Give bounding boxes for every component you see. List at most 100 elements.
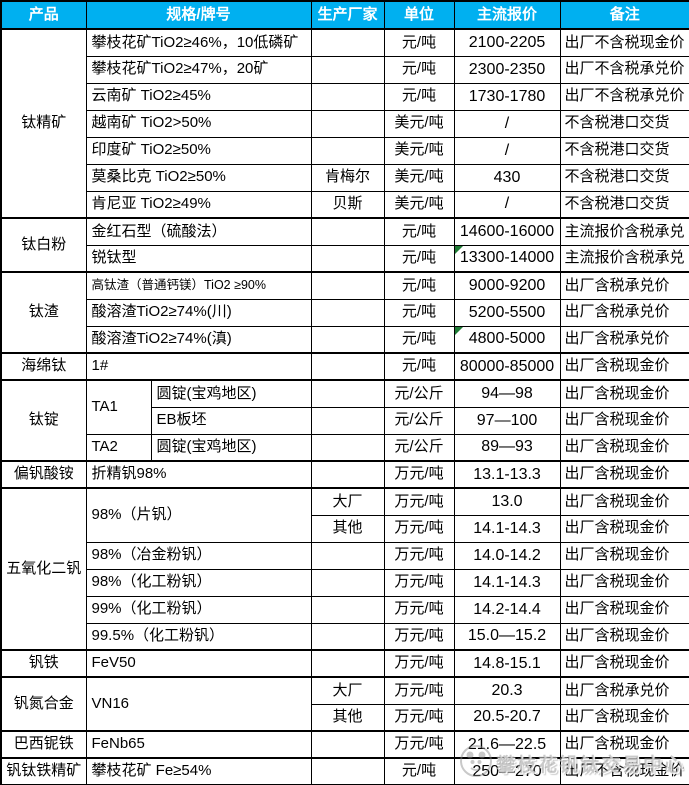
cell-manufacturer [310, 379, 385, 408]
table-row: 攀枝花矿TiO2≥47%，20矿 元/吨 2300-2350 出厂不含税承兑价 [1, 55, 689, 84]
cell-product: 偏钒酸铵 [0, 460, 87, 489]
cell-note: 出厂含税现金价 [559, 406, 689, 435]
cell-product: 钒铁 [0, 649, 87, 678]
cell-price: 2100-2205 [453, 28, 561, 57]
cell-unit: 万元/吨 [383, 703, 455, 732]
table-row: 钒铁 FeV50 万元/吨 14.8-15.1 出厂含税现金价 [0, 649, 689, 678]
table-row: 99%（化工粉钒） 万元/吨 14.2-14.4 出厂含税现金价 [1, 595, 689, 624]
cell-manufacturer [310, 595, 385, 624]
cell-unit: 万元/吨 [383, 676, 455, 705]
cell-spec: FeNb65 [85, 730, 312, 759]
cell-spec: 莫桑比克 TiO2≥50% [85, 163, 312, 192]
cell-unit: 万元/吨 [383, 622, 455, 651]
table-row: 偏钒酸铵 折精钒98% 万元/吨 13.1-13.3 出厂含税现金价 [0, 460, 689, 489]
cell-price: 13.1-13.3 [453, 460, 561, 489]
cell-manufacturer [310, 568, 385, 597]
cell-product: 五氧化二钒 [0, 487, 87, 651]
table-row: 锐钛型 元/吨 13300-14000 主流报价含税承兑 [1, 244, 689, 273]
cell-unit: 元/吨 [383, 244, 455, 273]
cell-unit: 元/吨 [383, 298, 455, 327]
cell-unit: 元/吨 [383, 217, 455, 246]
cell-manufacturer [310, 541, 385, 570]
cell-note: 出厂含税承兑价 [559, 325, 689, 354]
cell-note: 出厂含税现金价 [559, 730, 689, 759]
table-row: 钒氮合金 VN16 大厂 万元/吨 20.3 出厂含税承兑价 [0, 676, 689, 732]
cell-manufacturer [310, 730, 385, 759]
cell-product: 海绵钛 [0, 352, 87, 381]
cell-spec: 锐钛型 [85, 244, 312, 273]
cell-spec: 折精钒98% [85, 460, 312, 489]
cell-unit: 万元/吨 [383, 460, 455, 489]
cell-note: 出厂含税现金价 [559, 622, 689, 651]
cell-spec: 肯尼亚 TiO2≥49% [85, 190, 312, 219]
cell-unit: 元/吨 [383, 82, 455, 111]
cell-manufacturer [310, 757, 385, 785]
cell-note: 不含税港口交货 [559, 190, 689, 219]
cell-note: 出厂含税承兑价 [559, 271, 689, 300]
table-row: 印度矿 TiO2≥50% 美元/吨 / 不含税港口交货 [1, 136, 689, 165]
cell-manufacturer [310, 298, 385, 327]
cell-price: 80000-85000 [453, 352, 561, 381]
cell-note: 出厂含税现金价 [559, 460, 689, 489]
cell-unit: 美元/吨 [383, 190, 455, 219]
cell-note: 出厂含税现金价 [559, 514, 689, 543]
cell-product: 钒钛铁精矿 [0, 757, 87, 785]
cell-unit: 万元/吨 [383, 730, 455, 759]
cell-spec: 99%（化工粉钒） [85, 595, 312, 624]
table-row: 98%（冶金粉钒） 万元/吨 14.0-14.2 出厂含税现金价 [1, 541, 689, 570]
table-row: 莫桑比克 TiO2≥50% 肯梅尔 美元/吨 430 不含税港口交货 [1, 163, 689, 192]
cell-spec: 攀枝花矿TiO2≥47%，20矿 [85, 55, 312, 84]
cell-note: 不含税港口交货 [559, 136, 689, 165]
cell-manufacturer [310, 352, 385, 381]
cell-price: / [453, 136, 561, 165]
cell-price: 89—93 [453, 433, 561, 462]
cell-unit: 万元/吨 [383, 514, 455, 543]
cell-manufacturer [310, 82, 385, 111]
cell-manufacturer [310, 217, 385, 246]
cell-note: 不含税港口交货 [559, 163, 689, 192]
cell-price-text: 13300-14000 [459, 249, 555, 267]
cell-price: 14.2-14.4 [453, 595, 561, 624]
cell-manufacturer: 肯梅尔 [310, 163, 385, 192]
table-row: 巴西铌铁 FeNb65 万元/吨 21.6—22.5 出厂含税现金价 [0, 730, 689, 759]
cell-spec: 98%（化工粉钒） [85, 568, 312, 597]
cell-note: 出厂不含税承兑价 [559, 55, 689, 84]
cell-spec: 攀枝花矿TiO2≥46%，10低磷矿 [85, 28, 312, 57]
cell-note: 出厂含税现金价 [559, 568, 689, 597]
header-product: 产品 [0, 0, 87, 30]
cell-price: 20.5-20.7 [453, 703, 561, 732]
cell-product: 钛精矿 [0, 28, 87, 219]
cell-price: 9000-9200 [453, 271, 561, 300]
cell-unit: 万元/吨 [383, 487, 455, 516]
cell-unit: 美元/吨 [383, 109, 455, 138]
cell-spec: 印度矿 TiO2≥50% [85, 136, 312, 165]
cell-manufacturer: 贝斯 [310, 190, 385, 219]
cell-unit: 美元/吨 [383, 136, 455, 165]
cell-note: 出厂含税现金价 [559, 433, 689, 462]
cell-price: 2300-2350 [453, 55, 561, 84]
table-row: 五氧化二钒 98%（片钒） 大厂 万元/吨 13.0 出厂含税现金价 [0, 487, 689, 651]
cell-grade: TA1 [85, 379, 152, 435]
table-row: 海绵钛 1# 元/吨 80000-85000 出厂含税现金价 [0, 352, 689, 381]
cell-manufacturer: 大厂 [310, 676, 385, 705]
table-row: 越南矿 TiO2>50% 美元/吨 / 不含税港口交货 [1, 109, 689, 138]
table-row: 肯尼亚 TiO2≥49% 贝斯 美元/吨 / 不含税港口交货 [1, 190, 689, 219]
cell-note: 出厂含税现金价 [559, 541, 689, 570]
cell-note: 出厂不含税承兑价 [559, 82, 689, 111]
cell-note: 出厂含税承兑价 [559, 676, 689, 705]
cell-note: 出厂含税现金价 [559, 649, 689, 678]
header-row: 产品 规格/牌号 生产厂家 单位 主流报价 备注 [0, 0, 689, 30]
cell-manufacturer [310, 109, 385, 138]
table-row: 酸溶渣TiO2≥74%(滇) 元/吨 4800-5000 出厂含税承兑价 [1, 325, 689, 354]
cell-price: 5200-5500 [453, 298, 561, 327]
cell-manufacturer [310, 136, 385, 165]
header-manufacturer: 生产厂家 [310, 0, 385, 30]
cell-note: 出厂含税现金价 [559, 379, 689, 408]
cell-spec: 酸溶渣TiO2≥74%(川) [85, 298, 312, 327]
cell-price: / [453, 109, 561, 138]
cell-unit: 元/公斤 [383, 379, 455, 408]
cell-spec: 99.5%（化工粉钒） [85, 622, 312, 651]
header-price: 主流报价 [453, 0, 561, 30]
cell-spec: 高钛渣（普通钙镁）TiO2 ≥90% [85, 271, 312, 300]
cell-unit: 美元/吨 [383, 163, 455, 192]
